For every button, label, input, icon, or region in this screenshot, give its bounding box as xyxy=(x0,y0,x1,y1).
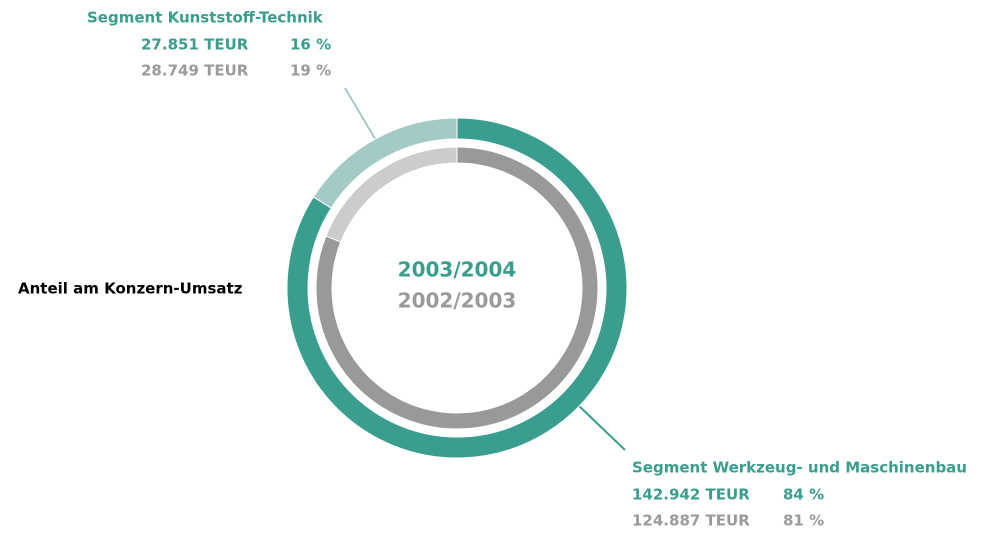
series-label: 2003/2004 xyxy=(398,258,517,282)
amount-label: 124.887 TEUR xyxy=(632,512,750,530)
leader-line xyxy=(576,403,626,451)
donut-segment xyxy=(315,146,599,430)
category-label: Segment Werkzeug- und Maschinenbau xyxy=(632,459,967,477)
amount-label: 27.851 TEUR xyxy=(141,36,249,54)
chart-title: Anteil am Konzern-Umsatz xyxy=(18,280,243,298)
value-label: 84 % xyxy=(783,486,824,504)
category-label: Segment Kunststoff-Technik xyxy=(87,9,324,27)
value-label: 81 % xyxy=(783,512,824,530)
amount-label: 28.749 TEUR xyxy=(141,62,249,80)
amount-label: 142.942 TEUR xyxy=(632,486,750,504)
donut-segment xyxy=(286,117,628,459)
series-label: 2002/2003 xyxy=(398,289,517,313)
value-label: 19 % xyxy=(290,62,331,80)
value-label: 16 % xyxy=(290,36,331,54)
leader-line xyxy=(344,87,378,143)
